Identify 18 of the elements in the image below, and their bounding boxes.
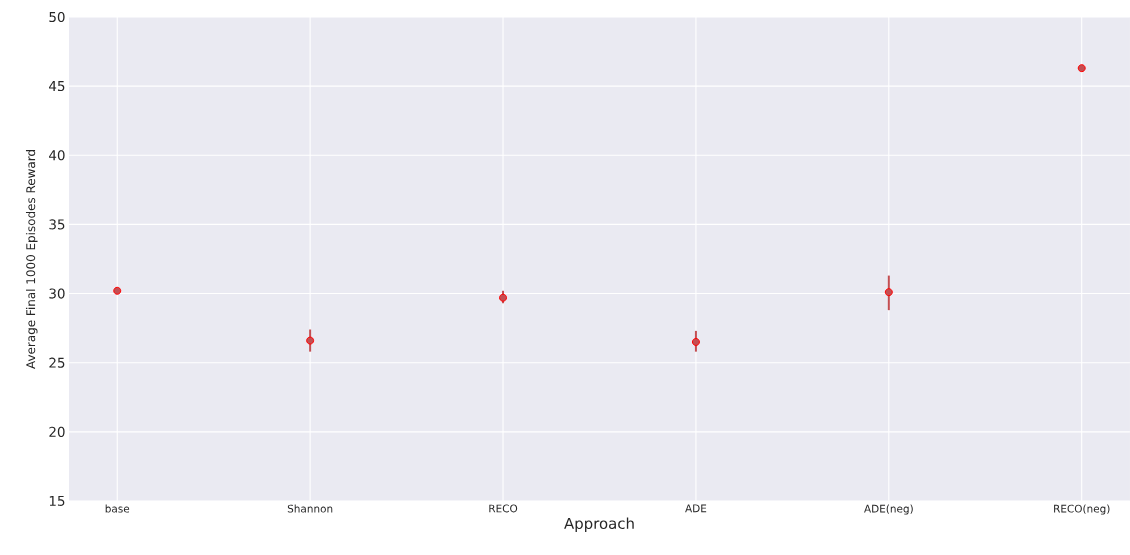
y-tick-label: 15 xyxy=(49,495,65,506)
y-tick-label: 45 xyxy=(49,81,65,92)
point xyxy=(113,286,122,295)
x-tick-label: ADE(neg) xyxy=(864,504,913,515)
x-tick-label: RECO(neg) xyxy=(1054,504,1110,515)
y-tick-label: 25 xyxy=(49,357,65,368)
x-tick-label: Shannon xyxy=(287,504,333,513)
y-tick-label: 40 xyxy=(49,150,65,161)
y-axis-title: Average Final 1000 Episodes Reward xyxy=(25,150,38,369)
point xyxy=(1077,64,1086,73)
x-tick-label: RECO xyxy=(489,504,518,513)
y-tick-label: 30 xyxy=(49,288,65,299)
y-tick-label: 50 xyxy=(49,11,65,23)
x-tick-label: ADE xyxy=(685,504,707,513)
y-tick-label: 20 xyxy=(49,426,65,437)
x-axis-title: Approach xyxy=(564,517,634,532)
y-tick-label: 35 xyxy=(49,219,65,230)
x-tick-label: base xyxy=(105,504,130,513)
